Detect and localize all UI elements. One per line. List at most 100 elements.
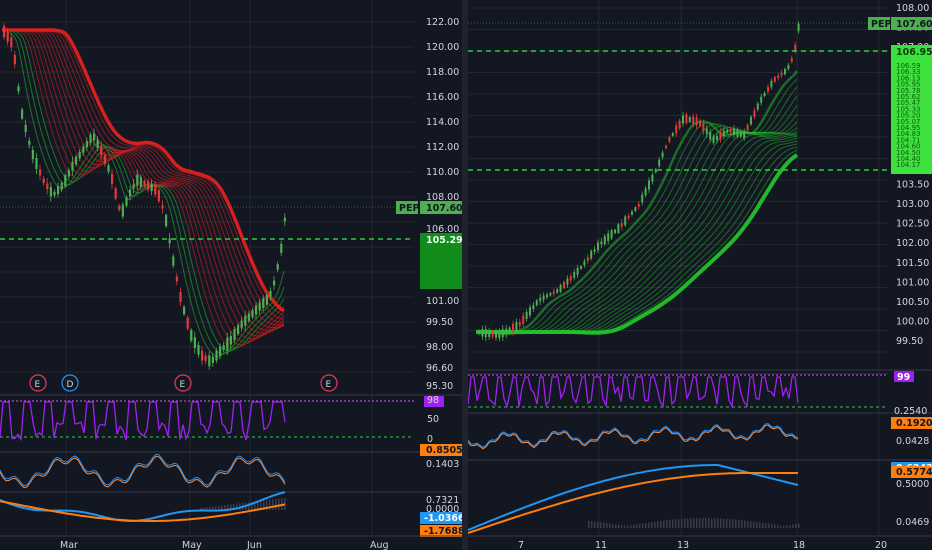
left-chart-canvas[interactable]: E D E E 98 50 0 0.8505 0.1403 0.73210.0000-1.0…	[0, 0, 462, 550]
candle-body	[96, 139, 99, 148]
candle-body	[661, 152, 664, 158]
rsi-tick-label: 0	[427, 434, 433, 445]
candle-body	[85, 141, 88, 148]
candle-body	[518, 322, 521, 326]
candle-body	[627, 215, 630, 219]
candle-body	[35, 157, 38, 170]
ema-line	[476, 133, 798, 334]
macd-histogram-bar	[630, 525, 632, 528]
macd-histogram-bar	[792, 524, 794, 528]
macd-histogram-bar	[717, 518, 719, 528]
candle-body	[603, 236, 606, 244]
macd-histogram-bar	[795, 523, 797, 528]
macd-histogram-bar	[260, 500, 262, 510]
ema-line	[2, 29, 285, 355]
ema-line	[2, 29, 285, 317]
right-candles[interactable]	[478, 21, 800, 342]
osc-value-label: 0.1920	[896, 418, 932, 429]
candle-body	[716, 135, 718, 141]
macd-histogram-bar	[651, 522, 653, 528]
macd-histogram-bar	[612, 523, 614, 528]
ribbon-value-label: 105.47	[896, 99, 921, 107]
right-time-axis[interactable]: 7 11 13 18 20	[468, 535, 932, 550]
event-marker-earnings	[174, 374, 192, 392]
panel-divider[interactable]	[462, 0, 468, 550]
macd-histogram-bar	[666, 520, 668, 528]
candle-body	[107, 165, 110, 172]
left-symbol-label: PEP	[399, 203, 419, 214]
right-grid	[468, 0, 932, 536]
macd-histogram-bar	[783, 525, 785, 528]
left-oscillator-pane[interactable]: 0.8505 0.1403	[0, 444, 462, 489]
candle-body	[726, 130, 729, 133]
macd-histogram-bar	[597, 521, 599, 528]
time-tick-label: Aug	[370, 540, 389, 550]
candle-body	[143, 181, 146, 187]
candle-body	[593, 249, 596, 252]
macd-tick-label: 0.5000	[896, 479, 929, 490]
candle-body	[763, 92, 766, 97]
left-candles[interactable]	[3, 23, 286, 370]
oscillator-signal-line	[468, 424, 799, 450]
left-time-axis[interactable]: Mar May Jun Aug	[0, 535, 462, 550]
candle-body	[121, 204, 124, 217]
candle-body	[559, 284, 562, 292]
right-oscillator-pane[interactable]: 0.1920 0.0428	[468, 417, 932, 450]
candle-body	[620, 222, 623, 227]
macd-histogram-bar	[272, 499, 274, 510]
candle-body	[93, 133, 96, 141]
ema-line	[2, 29, 285, 349]
left-rsi-pane[interactable]: 98 50 0	[0, 395, 444, 445]
macd-histogram-bar	[600, 522, 602, 528]
macd-histogram-bar	[209, 506, 211, 510]
candle-body	[607, 233, 610, 241]
candle-body	[498, 331, 501, 339]
candle-body	[211, 356, 214, 363]
candle-body	[784, 68, 786, 75]
macd-histogram-bar	[663, 520, 665, 528]
event-marker-letter: E	[180, 380, 186, 390]
candle-body	[733, 128, 735, 135]
right-rsi-pane[interactable]: 99 0.2540	[468, 371, 927, 417]
osc-tick-label: 0.1403	[426, 459, 459, 470]
candle-body	[614, 229, 616, 233]
candle-body	[654, 169, 657, 173]
price-tick-label: 112.00	[426, 142, 459, 153]
candle-body	[712, 136, 715, 143]
candle-body	[21, 109, 24, 119]
candle-body	[183, 306, 186, 315]
macd-histogram-bar	[690, 518, 692, 528]
macd-histogram-bar	[729, 519, 731, 528]
macd-histogram-bar	[615, 524, 617, 528]
candle-body	[193, 337, 196, 348]
candle-body	[71, 161, 74, 171]
event-marker-letter: E	[326, 380, 332, 390]
candle-body	[736, 128, 739, 137]
macd-histogram-bar	[669, 519, 671, 528]
time-tick-label: 18	[793, 540, 805, 550]
macd-histogram-bar	[684, 518, 686, 528]
macd-histogram-bar	[765, 523, 767, 528]
oscillator-line	[0, 453, 286, 487]
macd-histogram-bar	[675, 519, 677, 528]
macd-histogram-bar	[221, 505, 223, 510]
candle-body	[111, 173, 114, 185]
macd-histogram-bar	[702, 518, 704, 528]
candle-body	[233, 329, 236, 341]
left-chart-panel[interactable]: E D E E 98 50 0 0.8505 0.1403 0.7321 0.0000 -1.0…	[0, 0, 462, 550]
candle-body	[590, 250, 593, 259]
macd-histogram-bar	[708, 518, 710, 528]
ribbon-value-label: 104.71	[896, 136, 921, 144]
macd-histogram-bar	[218, 505, 220, 510]
macd-histogram-bar	[720, 518, 722, 528]
rsi-value-tag	[894, 371, 914, 382]
right-last-price-label: 107.60	[896, 19, 932, 30]
price-tick-label: 102.50	[896, 219, 929, 230]
candle-body	[240, 320, 243, 329]
candle-body	[709, 131, 712, 140]
